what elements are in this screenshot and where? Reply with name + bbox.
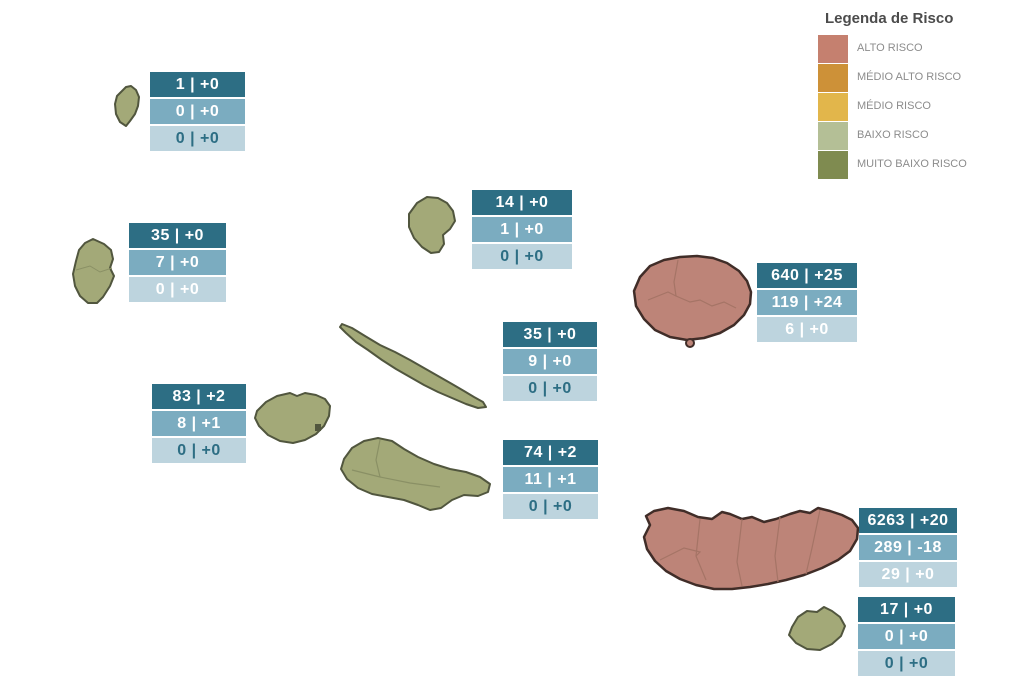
risk-legend: Legenda de Risco ALTO RISCO MÉDIO ALTO R… [818,10,1020,180]
stat-row: 9 | +0 [503,349,597,374]
stat-row: 289 | -18 [859,535,957,560]
legend-item-label: ALTO RISCO [857,42,923,55]
legend-item: MÉDIO RISCO [818,93,1020,121]
stat-row: 35 | +0 [503,322,597,347]
legend-item: BAIXO RISCO [818,122,1020,150]
island-internal-boundary [673,259,679,297]
island-terceira[interactable] [632,254,753,342]
stat-row: 0 | +0 [503,494,598,519]
stat-row: 119 | +24 [757,290,857,315]
island-internal-boundary [647,291,737,309]
stat-row: 640 | +25 [757,263,857,288]
stats-box-flores: 35 | +0 7 | +0 0 | +0 [129,223,226,302]
stat-row: 35 | +0 [129,223,226,248]
island-internal-boundary [75,265,113,273]
island-santa-maria[interactable] [788,606,846,651]
island-internal-boundary [774,516,781,583]
stats-box-sao-jorge: 35 | +0 9 | +0 0 | +0 [503,322,597,401]
stat-row: 14 | +0 [472,190,572,215]
legend-title: Legenda de Risco [825,10,954,27]
stat-row: 11 | +1 [503,467,598,492]
stats-box-pico: 74 | +2 11 | +1 0 | +0 [503,440,598,519]
stat-row: 0 | +0 [503,376,597,401]
stat-row: 0 | +0 [150,99,245,124]
stats-box-corvo: 1 | +0 0 | +0 0 | +0 [150,72,245,151]
stats-box-graciosa: 14 | +0 1 | +0 0 | +0 [472,190,572,269]
stat-row: 0 | +0 [472,244,572,269]
legend-item-label: MÉDIO ALTO RISCO [857,71,962,84]
island-internal-boundary [805,509,821,575]
legend-item-label: MÉDIO RISCO [857,100,931,113]
island-faial-detail [315,424,321,431]
island-flores[interactable] [72,238,115,304]
stat-row: 0 | +0 [858,624,955,649]
legend-item: ALTO RISCO [818,35,1020,63]
island-internal-boundary [375,439,381,478]
legend-item: MUITO BAIXO RISCO [818,151,1020,179]
island-internal-boundary [351,469,441,488]
stat-row: 0 | +0 [858,651,955,676]
stat-row: 29 | +0 [859,562,957,587]
stat-row: 1 | +0 [472,217,572,242]
medium-risk-swatch [818,93,848,121]
island-sao-jorge[interactable] [339,323,487,409]
island-faial[interactable] [254,392,331,444]
stat-row: 0 | +0 [150,126,245,151]
stat-row: 74 | +2 [503,440,598,465]
legend-item: MÉDIO ALTO RISCO [818,64,1020,92]
very-low-risk-swatch [818,151,848,179]
stat-row: 6 | +0 [757,317,857,342]
stat-row: 8 | +1 [152,411,246,436]
stats-box-santa-maria: 17 | +0 0 | +0 0 | +0 [858,597,955,676]
high-risk-swatch [818,35,848,63]
stat-row: 0 | +0 [129,277,226,302]
stats-box-sao-miguel: 6263 | +20 289 | -18 29 | +0 [859,508,957,587]
stat-row: 6263 | +20 [859,508,957,533]
stat-row: 83 | +2 [152,384,246,409]
legend-item-label: MUITO BAIXO RISCO [857,158,967,171]
island-terceira-islet [685,338,695,348]
island-internal-boundary [736,518,743,587]
stat-row: 17 | +0 [858,597,955,622]
stats-box-faial: 83 | +2 8 | +1 0 | +0 [152,384,246,463]
island-corvo[interactable] [114,85,140,127]
stats-box-terceira: 640 | +25 119 | +24 6 | +0 [757,263,857,342]
stat-row: 7 | +0 [129,250,226,275]
stat-row: 0 | +0 [152,438,246,463]
island-pico[interactable] [340,437,491,511]
island-sao-miguel[interactable] [642,506,860,591]
medium-high-risk-swatch [818,64,848,92]
stat-row: 1 | +0 [150,72,245,97]
island-internal-boundary [659,547,702,561]
island-graciosa[interactable] [408,196,456,254]
legend-item-label: BAIXO RISCO [857,129,929,142]
low-risk-swatch [818,122,848,150]
